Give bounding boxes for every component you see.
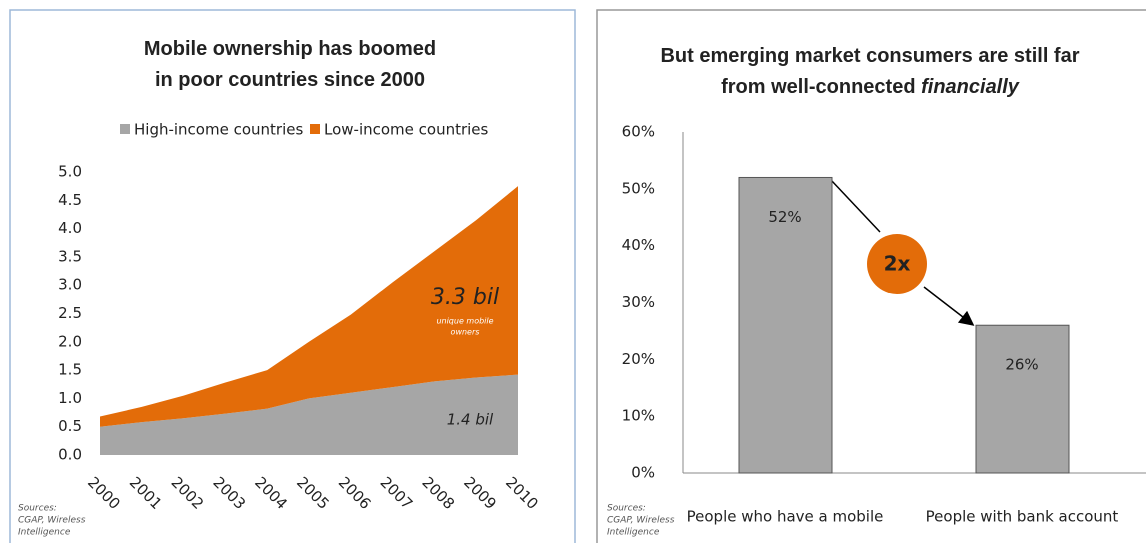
- legend-swatch: [120, 124, 130, 134]
- source-note: CGAP, Wireless: [607, 516, 675, 526]
- y-tick-label: 3.0: [58, 276, 82, 294]
- y-tick-label: 10%: [622, 407, 655, 425]
- y-tick-label: 4.5: [58, 191, 82, 209]
- panel-frame: [596, 9, 1146, 543]
- source-note: Sources:: [18, 504, 57, 514]
- bar: [975, 324, 1070, 474]
- source-note: Intelligence: [607, 528, 660, 538]
- bar: [738, 176, 833, 474]
- chart-title-text: Mobile ownership has boomed: [144, 38, 436, 60]
- legend-label: High-income countries: [134, 121, 303, 139]
- source-note: Intelligence: [18, 528, 71, 538]
- x-tick-label: 2000: [84, 473, 124, 513]
- annotation: unique mobile: [436, 317, 493, 326]
- x-tick-label: 2007: [377, 473, 417, 513]
- chart-title-text: in poor countries since 2000: [155, 69, 425, 91]
- y-tick-label: 2.5: [58, 304, 82, 322]
- annotation-badge: [867, 234, 927, 294]
- annotation: owners: [451, 328, 480, 337]
- x-tick-label: 2008: [418, 473, 458, 513]
- x-tick-label: 2005: [293, 473, 333, 513]
- data-label: 52%: [768, 208, 801, 226]
- x-tick-label: 2006: [335, 473, 375, 513]
- chart-title-line: in poor countries since 2000: [155, 69, 425, 91]
- y-tick-label: 60%: [622, 123, 655, 141]
- panel-frame: [9, 9, 576, 543]
- y-tick-label: 1.0: [58, 389, 82, 407]
- x-tick-label: 2010: [502, 473, 542, 513]
- annotation: 1.4 bil: [447, 411, 494, 429]
- annotation: 3.3 bil: [431, 285, 499, 310]
- x-tick-label: 2004: [251, 473, 291, 513]
- y-tick-label: 40%: [622, 236, 655, 254]
- y-tick-label: 0.0: [58, 446, 82, 464]
- chart-title-text: But emerging market consumers are still …: [660, 45, 1079, 67]
- chart-title-line: from well-connected financially: [721, 76, 1020, 98]
- y-tick-label: 50%: [622, 179, 655, 197]
- x-tick-label: 2001: [126, 473, 166, 513]
- data-label: 26%: [1005, 356, 1038, 374]
- arrow: [923, 286, 975, 326]
- y-tick-label: 0.5: [58, 417, 82, 435]
- y-tick-label: 1.5: [58, 361, 82, 379]
- y-tick-label: 2.0: [58, 332, 82, 350]
- x-tick-label: 2009: [460, 473, 500, 513]
- y-tick-label: 3.5: [58, 247, 82, 265]
- chart-title-line: But emerging market consumers are still …: [660, 45, 1079, 67]
- x-tick-label: 2003: [209, 473, 249, 513]
- legend-label: Low-income countries: [324, 121, 489, 139]
- source-note: CGAP, Wireless: [18, 516, 86, 526]
- x-tick-label: People who have a mobile: [687, 508, 884, 526]
- chart-title-emphasis: financially: [921, 76, 1020, 98]
- y-tick-label: 30%: [622, 293, 655, 311]
- area: [100, 186, 518, 427]
- x-tick-label: 2002: [168, 473, 208, 513]
- y-tick-label: 5.0: [58, 163, 82, 181]
- x-tick-label: People with bank account: [926, 508, 1119, 526]
- y-tick-label: 20%: [622, 350, 655, 368]
- chart-title-line: Mobile ownership has boomed: [144, 38, 436, 60]
- arrow: [830, 179, 881, 233]
- chart-title-text: from well-connected: [721, 76, 921, 98]
- source-note: Sources:: [607, 504, 646, 514]
- annotation: 2x: [884, 252, 911, 276]
- area: [100, 374, 518, 455]
- y-tick-label: 4.0: [58, 219, 82, 237]
- y-tick-label: 0%: [631, 464, 655, 482]
- legend-swatch: [310, 124, 320, 134]
